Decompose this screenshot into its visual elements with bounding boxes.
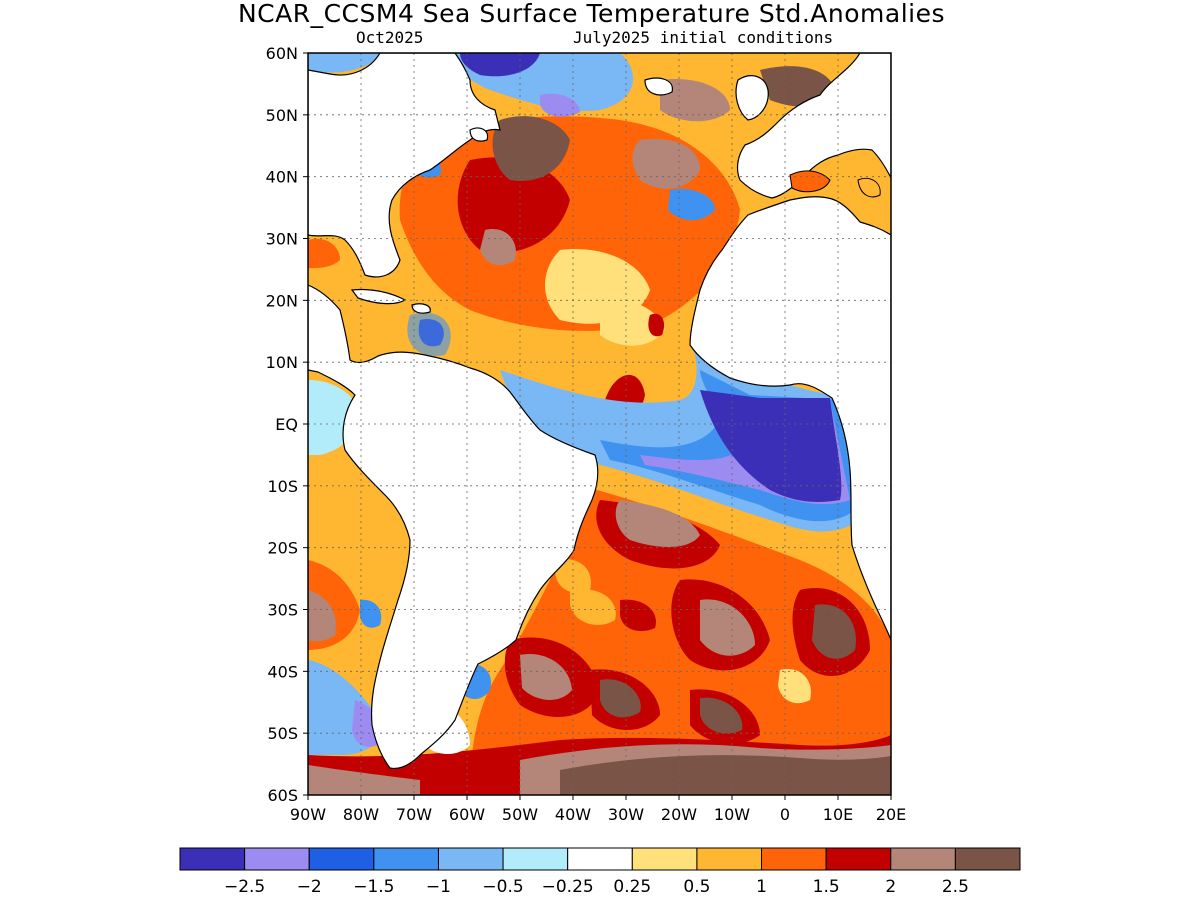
colorbar-swatch <box>437 847 504 871</box>
initial-conditions: July2025 initial conditions <box>573 28 834 47</box>
lat-tick-label: 60N <box>266 44 298 63</box>
lat-tick-label: 40N <box>266 168 298 187</box>
lon-tick-label: 60W <box>449 805 485 824</box>
lat-tick-label: 10S <box>267 477 298 496</box>
colorbar-swatch <box>954 847 1021 871</box>
lon-tick-label: 10E <box>823 805 853 824</box>
africa <box>689 196 891 641</box>
lon-tick-label: 80W <box>343 805 379 824</box>
colorbar-label: 0.25 <box>613 877 651 897</box>
colorbar-label: 0.5 <box>683 877 710 897</box>
lat-tick-label: 60S <box>267 786 298 805</box>
colorbar-swatch <box>179 847 246 871</box>
colorbar-swatch <box>567 847 633 871</box>
colorbar-label: 2 <box>885 877 896 897</box>
lon-tick-label: 90W <box>290 805 326 824</box>
colorbar-swatch <box>631 847 698 871</box>
colorbar-swatch <box>244 847 310 871</box>
colorbar-label: 2.5 <box>942 877 969 897</box>
north-atlantic-anomalies <box>399 66 835 423</box>
land <box>308 53 891 770</box>
lat-tick-label: 50S <box>267 724 298 743</box>
colorbar-label: 1.5 <box>813 877 840 897</box>
mediterranean-anomalies <box>789 170 831 193</box>
southern-ocean-anomalies <box>308 735 891 795</box>
lat-tick-label: 10N <box>266 353 298 372</box>
lat-tick-label: 50N <box>266 106 298 125</box>
subpolar-cold-anomalies <box>308 53 715 221</box>
lat-tick-label: 20S <box>267 539 298 558</box>
lon-tick-label: 40W <box>555 805 591 824</box>
colorbar-swatch <box>825 847 892 871</box>
anomaly-field <box>308 53 891 795</box>
colorbar-swatch <box>696 847 763 871</box>
hispaniola <box>411 303 431 314</box>
colorbar-label: −1 <box>426 877 451 897</box>
lon-tick-label: 20E <box>876 805 906 824</box>
colorbar-swatch <box>890 847 956 871</box>
central-america <box>308 284 599 770</box>
graticule <box>308 53 891 795</box>
latitude-labels: 60N 50N 40N 30N 20N 10N EQ 10S 20S 30S 40S 50S 60S <box>266 44 308 805</box>
lon-tick-label: 0 <box>780 805 790 824</box>
map-title: NCAR_CCSM4 Sea Surface Temperature Std.A… <box>237 0 946 28</box>
lon-tick-label: 50W <box>502 805 538 824</box>
north-america <box>308 53 501 278</box>
lon-tick-label: 10W <box>714 805 750 824</box>
equatorial-cold-tongue <box>407 312 860 532</box>
lat-tick-label: 30N <box>266 230 298 249</box>
longitude-labels: 90W 80W 70W 60W 50W 40W 30W 20W 10W 0 10E 20E <box>290 795 906 824</box>
newfoundland <box>469 127 489 142</box>
forecast-month: Oct2025 <box>356 28 424 47</box>
iceland <box>644 77 673 96</box>
colorbar-label: −2 <box>297 877 322 897</box>
lat-tick-label: 30S <box>267 601 298 620</box>
colorbar-label: −0.5 <box>482 877 523 897</box>
south-atlantic-anomalies <box>470 480 891 795</box>
europe <box>736 53 891 199</box>
colorbar-label: −2.5 <box>224 877 265 897</box>
lat-tick-label: EQ <box>275 415 298 434</box>
lon-tick-label: 30W <box>608 805 644 824</box>
colorbar-swatch <box>308 847 375 871</box>
colorbar-label: 1 <box>756 877 767 897</box>
british-isles <box>735 75 769 121</box>
lat-tick-label: 40S <box>267 662 298 681</box>
colorbar-swatch <box>761 847 827 871</box>
lon-tick-label: 70W <box>396 805 432 824</box>
lon-tick-label: 20W <box>661 805 697 824</box>
colorbar: −2.5 −2 −1.5 −1 −0.5 −0.25 0.25 0.5 1 1.5 2 2.5 <box>179 847 1021 897</box>
colorbar-swatch <box>502 847 569 871</box>
colorbar-label: −0.25 <box>542 877 594 897</box>
colorbar-label: −1.5 <box>353 877 394 897</box>
colorbar-swatch <box>373 847 439 871</box>
lat-tick-label: 20N <box>266 291 298 310</box>
